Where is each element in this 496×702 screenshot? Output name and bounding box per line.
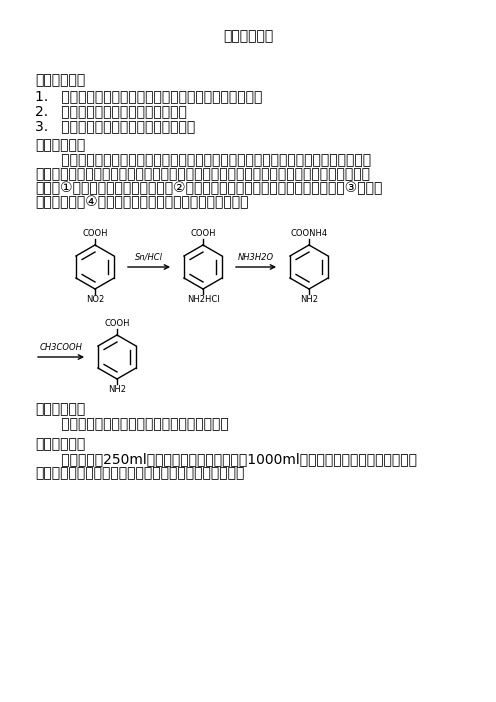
- Text: 实验设计报告: 实验设计报告: [223, 29, 273, 43]
- Text: 1.   通过对硝基苯甲酸的还原，了解有机合成的基本过程；: 1. 通过对硝基苯甲酸的还原，了解有机合成的基本过程；: [35, 89, 262, 103]
- Text: 油浴加热装置、布氏漏斗、抽滤瓶、水泵、玻璃棒、烧杯: 油浴加热装置、布氏漏斗、抽滤瓶、水泵、玻璃棒、烧杯: [35, 466, 245, 480]
- Text: 三、实验试剂: 三、实验试剂: [35, 402, 85, 416]
- Text: CH3COOH: CH3COOH: [40, 343, 82, 352]
- Text: COOH: COOH: [190, 229, 216, 238]
- Text: 量好，尤其对品质有特殊要求的芳胺的制备，仍有优越性。适宜于采用铁粉还原法生产的胺: 量好，尤其对品质有特殊要求的芳胺的制备，仍有优越性。适宜于采用铁粉还原法生产的胺: [35, 167, 370, 181]
- Text: COONH4: COONH4: [291, 229, 327, 238]
- Text: 类有：①容易被水蒸气蒸出的芳胺；②易溶于水，并且可以通过蒸馏分离的芳胺；③能溶于: 类有：①容易被水蒸气蒸出的芳胺；②易溶于水，并且可以通过蒸馏分离的芳胺；③能溶于: [35, 181, 382, 195]
- Text: NH2: NH2: [300, 295, 318, 304]
- Text: 一、实验目的: 一、实验目的: [35, 73, 85, 87]
- Text: Sn/HCl: Sn/HCl: [135, 253, 163, 262]
- Text: NO2: NO2: [86, 295, 104, 304]
- Text: 对硝基苯甲酸、锡粉、浓盐酸、氨水、冰醋酸: 对硝基苯甲酸、锡粉、浓盐酸、氨水、冰醋酸: [35, 417, 229, 431]
- Text: COOH: COOH: [104, 319, 130, 328]
- Text: 2.   掌握还原反应的原理及基本操作；: 2. 掌握还原反应的原理及基本操作；: [35, 104, 187, 118]
- Text: COOH: COOH: [82, 229, 108, 238]
- Text: 二、实验原理: 二、实验原理: [35, 138, 85, 152]
- Text: 3.   由对硝基苯甲酸制备对氨基苯甲酸。: 3. 由对硝基苯甲酸制备对氨基苯甲酸。: [35, 119, 195, 133]
- Text: NH3H2O: NH3H2O: [238, 253, 274, 262]
- Text: 金属还原法，尤其铁粉还原法适用面广、操作简单、还原效率高、选择性好、产品质: 金属还原法，尤其铁粉还原法适用面广、操作简单、还原效率高、选择性好、产品质: [35, 153, 371, 167]
- Text: 四、实验仪器: 四、实验仪器: [35, 437, 85, 451]
- Text: NH2: NH2: [108, 385, 126, 394]
- Text: NH2HCl: NH2HCl: [186, 295, 219, 304]
- Text: 三口烧瓶（250ml）、电子天平、四口烧瓶（1000ml）球形冷凝管、搅拌搅拌装置、: 三口烧瓶（250ml）、电子天平、四口烧瓶（1000ml）球形冷凝管、搅拌搅拌装…: [35, 452, 417, 466]
- Text: 热水的芳胺；④含磺酸基或羧酸基等水溶性基团的芳胺。: 热水的芳胺；④含磺酸基或羧酸基等水溶性基团的芳胺。: [35, 195, 248, 209]
